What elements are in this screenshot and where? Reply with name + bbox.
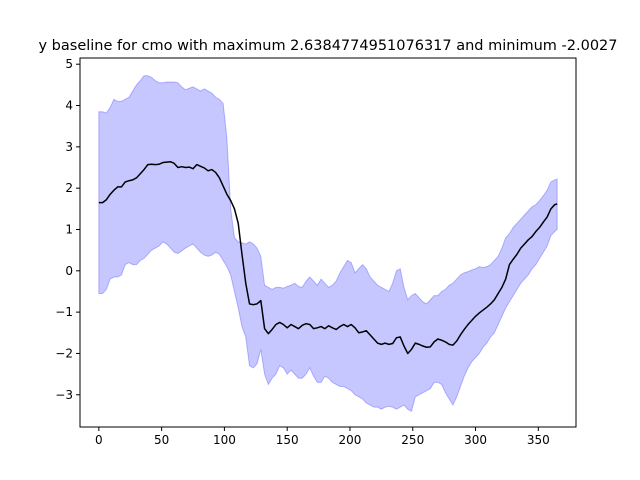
plot-area <box>98 75 558 413</box>
x-tick-label: 250 <box>401 433 424 447</box>
x-tick-label: 50 <box>154 433 169 447</box>
x-tick-label: 200 <box>339 433 362 447</box>
confidence-band <box>98 75 558 413</box>
y-axis: −3 −2 −1 0 1 2 3 4 5 <box>55 57 80 402</box>
x-tick-label: 350 <box>527 433 550 447</box>
axes-frame <box>79 57 577 428</box>
x-axis: 0 50 100 150 200 250 300 350 <box>95 427 550 447</box>
y-tick-label: 1 <box>65 222 73 236</box>
chart-title: y baseline for cmo with maximum 2.638477… <box>38 38 617 54</box>
y-tick-label: 2 <box>65 181 73 195</box>
y-tick-label: 0 <box>65 264 73 278</box>
x-tick-label: 100 <box>213 433 236 447</box>
x-tick-label: 150 <box>276 433 299 447</box>
y-tick-label: 5 <box>65 57 73 71</box>
x-tick-label: 0 <box>95 433 103 447</box>
y-tick-label: 4 <box>65 99 73 113</box>
y-tick-label: −3 <box>55 388 73 402</box>
y-tick-label: 3 <box>65 140 73 154</box>
y-tick-label: −1 <box>55 305 73 319</box>
x-tick-label: 300 <box>464 433 487 447</box>
y-tick-label: −2 <box>55 346 73 360</box>
mean-line <box>98 160 558 355</box>
